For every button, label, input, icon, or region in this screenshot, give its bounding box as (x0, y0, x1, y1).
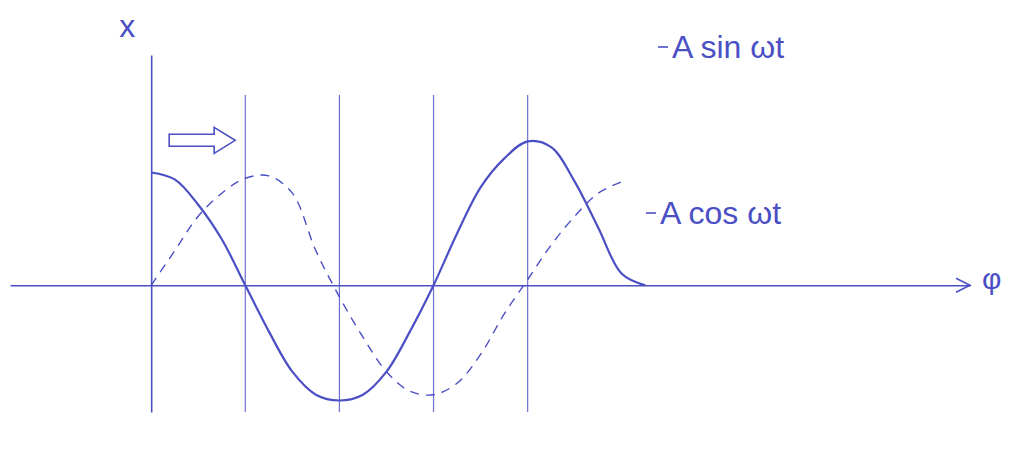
x-axis-line (11, 285, 971, 287)
label-leader (646, 212, 656, 214)
chart: x φ A sin ωt A cos ωt (0, 0, 1029, 454)
y-axis-title: x (119, 8, 135, 44)
grid-line (433, 95, 434, 412)
direction-arrow (169, 127, 235, 153)
series-label: A cos ωt (660, 195, 781, 231)
grid-line (339, 95, 340, 412)
plot-area (151, 141, 645, 401)
series-line (151, 175, 622, 395)
label-leader (658, 46, 668, 48)
x-axis-title: φ (982, 262, 1001, 295)
y-axis-line (151, 56, 153, 413)
grid-line (245, 95, 246, 412)
x-axis-arrow (956, 278, 970, 292)
x-axis (11, 285, 971, 287)
series-label: A sin ωt (672, 29, 784, 65)
series-line (151, 141, 645, 401)
y-axis (151, 56, 152, 413)
